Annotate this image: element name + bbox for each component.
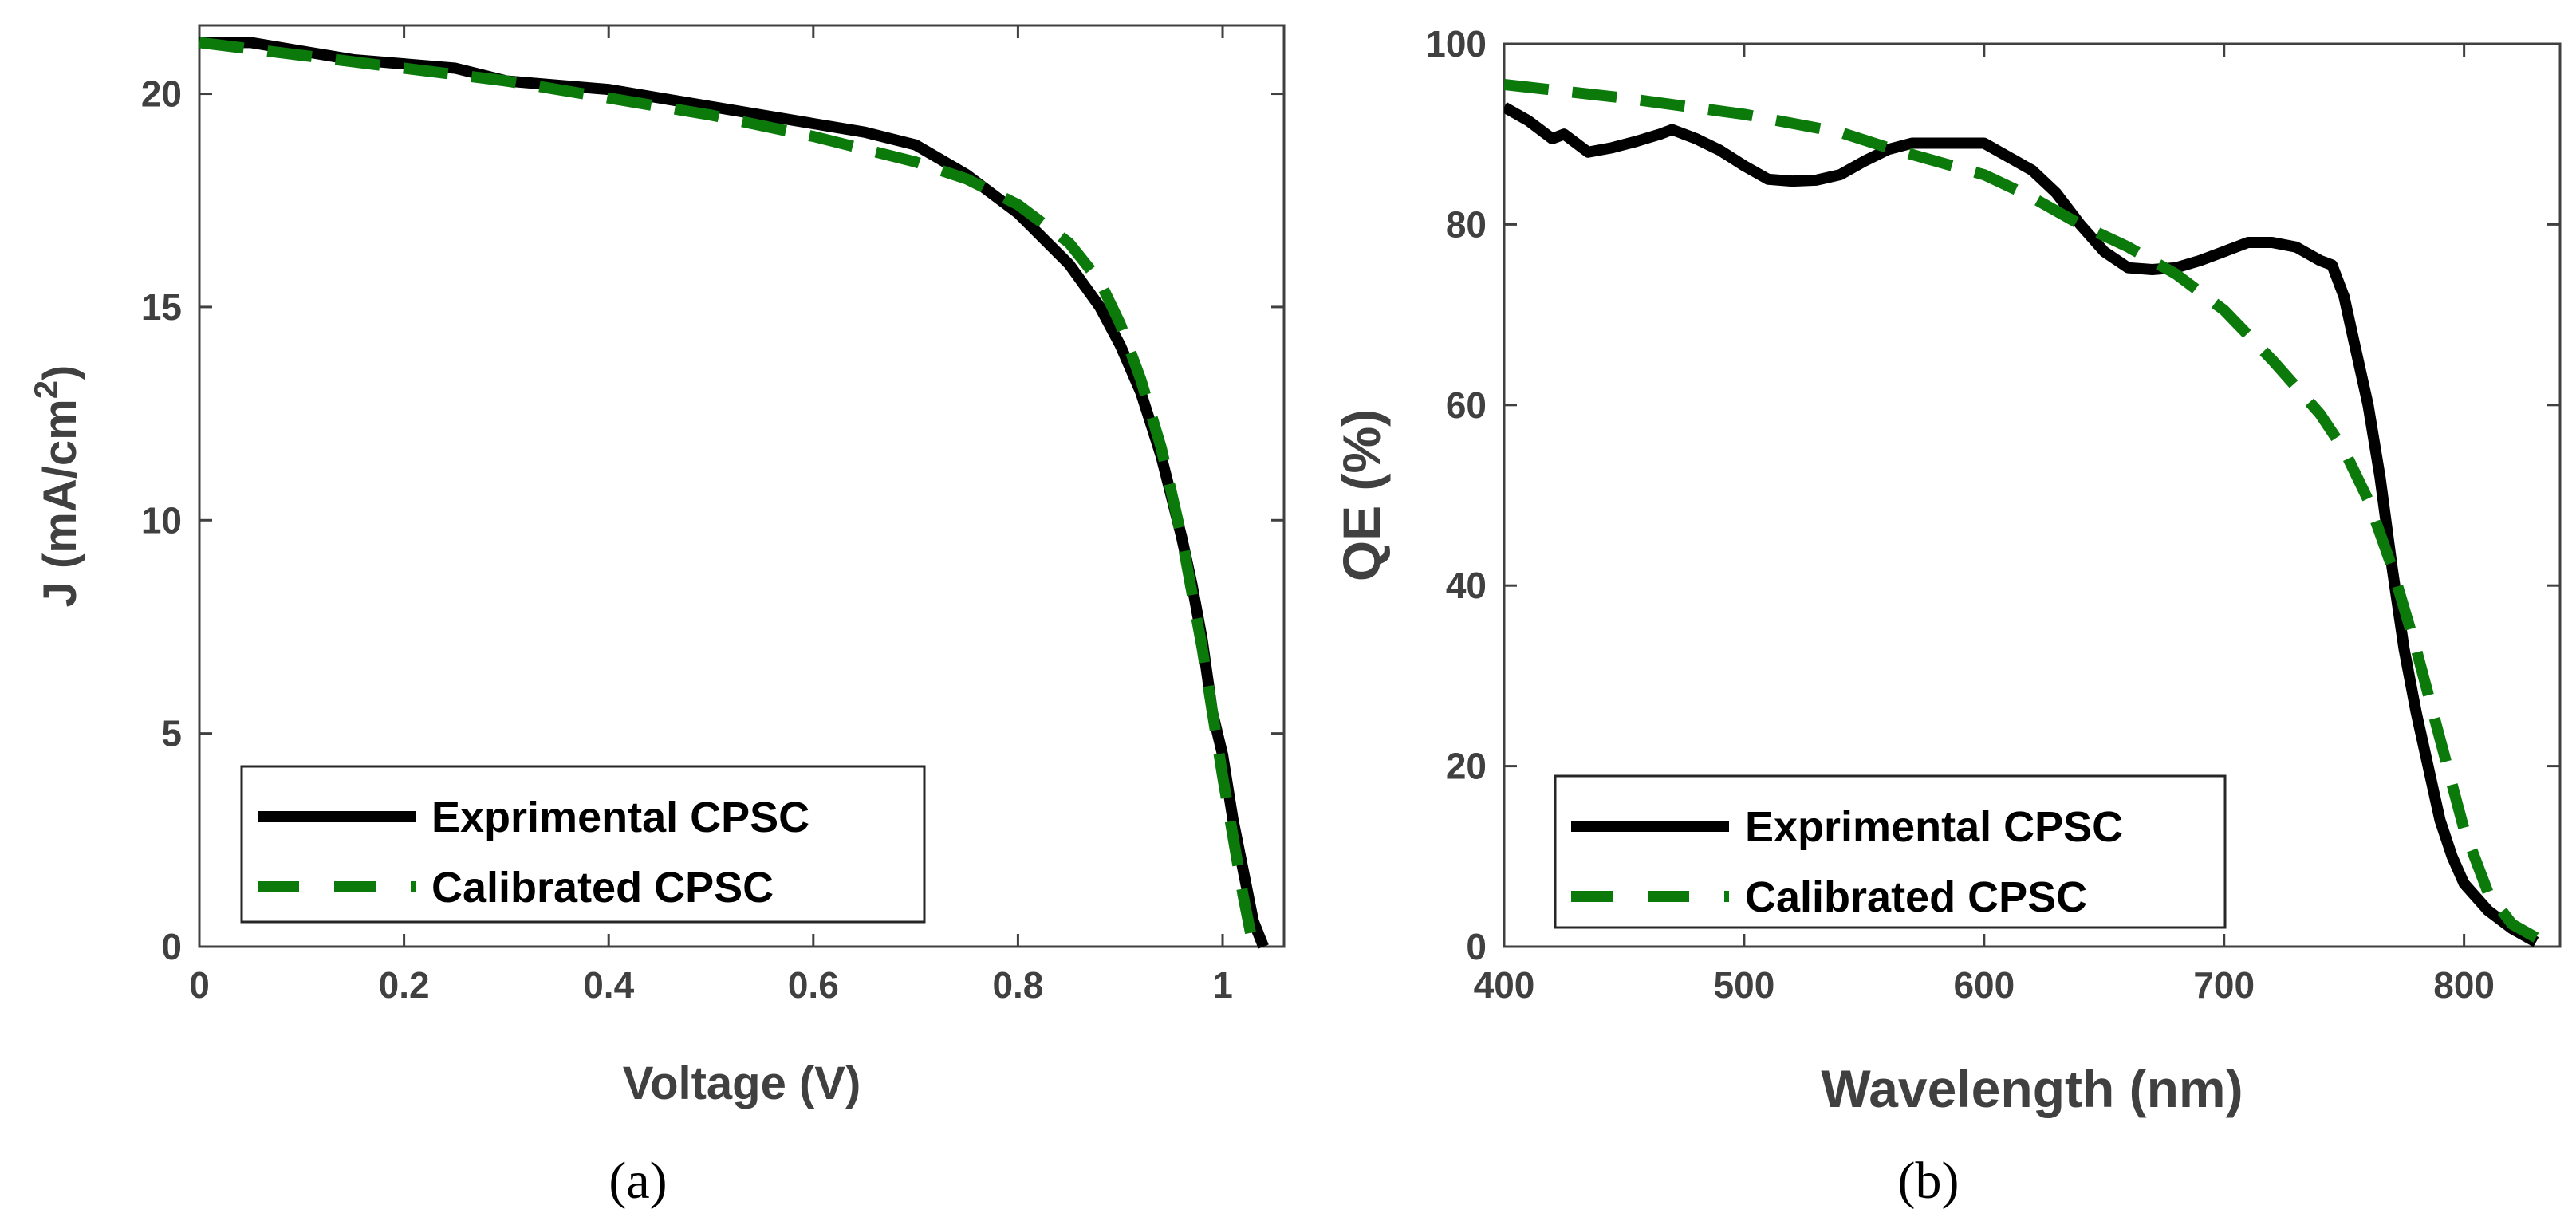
x-tick-label: 0.8 [992, 964, 1043, 1006]
x-axis-label: Voltage (V) [623, 1058, 861, 1109]
x-tick-label: 600 [1953, 964, 2015, 1006]
legend-label: Exprimental CPSC [431, 794, 809, 841]
y-axis-label-superscript: 2 [27, 380, 65, 399]
x-tick-label: 500 [1714, 964, 1775, 1006]
y-axis-label: QE (%) [1332, 409, 1391, 581]
y-tick-label: 20 [141, 73, 182, 115]
x-tick-label: 0.4 [583, 964, 634, 1006]
y-tick-label: 15 [141, 286, 182, 328]
legend: Exprimental CPSC Calibrated CPSC [240, 765, 926, 924]
x-tick-label: 700 [2193, 964, 2255, 1006]
y-tick-label: 100 [1425, 23, 1487, 65]
x-axis-label: Wavelength (nm) [1821, 1059, 2243, 1118]
y-axis-label-close: ) [34, 365, 86, 380]
x-tick-label: 400 [1474, 964, 1535, 1006]
legend: Exprimental CPSC Calibrated CPSC [1554, 774, 2227, 929]
legend-label: Calibrated CPSC [1745, 873, 2087, 921]
y-tick-label: 40 [1446, 565, 1487, 606]
legend-box [240, 765, 926, 924]
panel-caption: (a) [609, 1152, 667, 1210]
experimental-series-line [1504, 102, 2539, 947]
y-tick-label: 5 [161, 713, 182, 754]
x-tick-label: 0.6 [788, 964, 839, 1006]
legend-box [1554, 774, 2227, 929]
y-axis-label: J (mA/cm2) [27, 365, 87, 608]
x-tick-label: 800 [2433, 964, 2495, 1006]
legend-label: Exprimental CPSC [1745, 803, 2123, 851]
y-tick-label: 0 [1466, 926, 1487, 967]
x-tick-label: 0.2 [379, 964, 430, 1006]
calibrated-series-line [1504, 78, 2539, 943]
calibrated-series-line [199, 37, 1259, 948]
x-tick-label: 0 [189, 964, 210, 1006]
y-tick-label: 10 [141, 499, 182, 541]
panel-caption: (b) [1898, 1152, 1960, 1210]
y-axis-label-text: J (mA/cm [34, 399, 86, 607]
y-tick-label: 60 [1446, 384, 1487, 426]
y-tick-label: 0 [161, 926, 182, 967]
legend-label: Calibrated CPSC [431, 864, 774, 912]
y-tick-label: 80 [1446, 203, 1487, 245]
y-tick-label: 20 [1446, 746, 1487, 787]
x-tick-label: 1 [1212, 964, 1233, 1006]
chart-panel-b: 400 500 600 700 800 0 20 40 60 80 100 Wavelength (n… [1332, 23, 2562, 1210]
y-axis-label-text: QE (%) [1332, 409, 1391, 581]
